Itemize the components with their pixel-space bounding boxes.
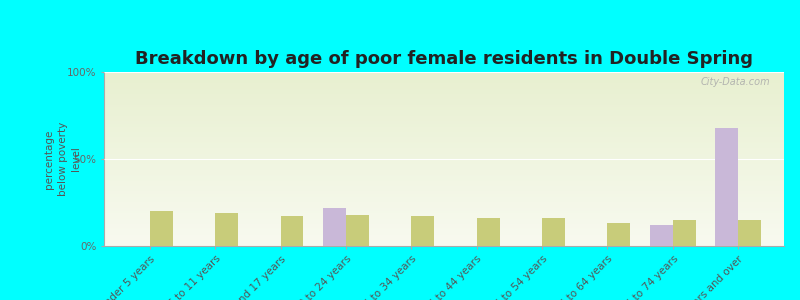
Bar bbox=[607, 224, 630, 246]
Bar bbox=[411, 216, 434, 246]
Bar bbox=[715, 128, 738, 246]
Title: Breakdown by age of poor female residents in Double Spring: Breakdown by age of poor female resident… bbox=[135, 50, 753, 68]
Bar bbox=[738, 220, 761, 246]
Y-axis label: percentage
below poverty
level: percentage below poverty level bbox=[45, 122, 81, 196]
Bar bbox=[323, 208, 346, 246]
Text: City-Data.com: City-Data.com bbox=[701, 77, 770, 87]
Bar bbox=[477, 218, 499, 246]
Bar bbox=[673, 220, 696, 246]
Bar bbox=[281, 216, 303, 246]
Bar bbox=[650, 225, 673, 246]
Bar bbox=[346, 215, 369, 246]
Bar bbox=[150, 211, 173, 246]
Bar bbox=[542, 218, 565, 246]
Bar bbox=[215, 213, 238, 246]
